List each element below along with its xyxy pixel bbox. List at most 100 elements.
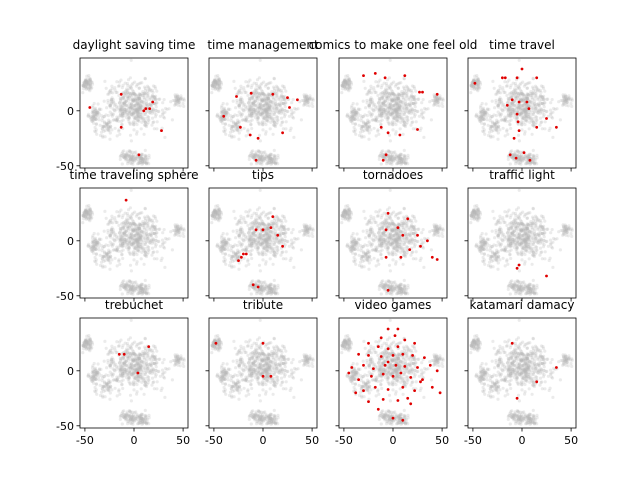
background-point: [370, 118, 374, 122]
background-point: [517, 106, 521, 110]
background-point: [225, 232, 229, 236]
background-point: [428, 100, 432, 104]
background-point: [137, 92, 142, 96]
background-point: [291, 98, 295, 102]
background-point: [142, 101, 146, 105]
background-point: [275, 92, 279, 96]
background-point: [280, 109, 284, 113]
background-point: [173, 93, 177, 97]
background-point: [380, 150, 384, 154]
background-point: [127, 245, 131, 249]
background-point: [288, 128, 292, 133]
background-point: [129, 216, 133, 220]
background-point: [133, 108, 137, 112]
background-point: [311, 104, 315, 108]
background-point: [87, 83, 91, 87]
background-point: [272, 89, 276, 93]
background-point: [169, 230, 173, 234]
background-point: [268, 161, 272, 165]
background-point: [402, 85, 406, 89]
background-point: [388, 58, 392, 62]
background-point: [510, 155, 514, 159]
background-point: [143, 278, 147, 282]
background-point: [92, 110, 96, 114]
background-point: [421, 116, 426, 120]
background-point: [142, 249, 146, 253]
background-point: [387, 121, 391, 125]
background-point: [105, 106, 109, 110]
background-point: [257, 121, 261, 125]
background-point: [521, 116, 526, 120]
background-point: [411, 101, 415, 106]
data-point: [248, 133, 252, 137]
background-point: [384, 103, 388, 107]
background-point: [144, 285, 148, 289]
background-point: [130, 107, 134, 112]
background-point: [341, 80, 345, 84]
background-point: [298, 230, 302, 234]
data-point: [381, 158, 385, 162]
background-point: [504, 84, 509, 88]
data-point: [514, 156, 518, 160]
background-point: [176, 94, 180, 98]
background-point: [137, 249, 141, 253]
background-point: [265, 112, 269, 116]
background-point: [273, 99, 278, 103]
data-point: [296, 98, 299, 102]
background-point: [493, 106, 497, 110]
background-point: [102, 229, 106, 233]
data-point: [271, 92, 275, 96]
background-point: [154, 98, 158, 102]
background-point: [144, 153, 148, 158]
background-point: [391, 128, 395, 132]
background-point: [121, 280, 125, 284]
background-point: [120, 110, 124, 114]
background-point: [135, 82, 139, 87]
background-point: [125, 217, 129, 221]
background-point: [130, 102, 134, 106]
background-point: [106, 101, 110, 105]
background-point: [273, 155, 277, 159]
background-point: [490, 114, 494, 119]
background-point: [491, 135, 495, 139]
background-point: [548, 108, 553, 112]
background-point: [113, 126, 117, 130]
background-point: [271, 119, 275, 123]
background-point: [121, 256, 125, 261]
background-point: [144, 229, 149, 233]
data-point: [151, 100, 155, 104]
background-point: [143, 215, 147, 219]
background-point: [143, 120, 147, 124]
background-points: [210, 188, 315, 296]
background-point: [102, 255, 107, 259]
background-point: [426, 107, 430, 111]
data-point: [522, 151, 526, 155]
background-point: [120, 114, 124, 118]
background-points: [81, 188, 186, 296]
background-point: [525, 86, 530, 90]
background-point: [307, 104, 311, 108]
background-point: [96, 102, 100, 106]
background-point: [523, 130, 527, 134]
background-point: [145, 214, 150, 218]
y-tick-label: 0: [67, 235, 74, 248]
background-point: [182, 104, 186, 108]
background-point: [496, 137, 500, 141]
background-point: [99, 260, 104, 264]
background-point: [131, 290, 135, 294]
background-point: [124, 155, 128, 159]
background-point: [401, 132, 405, 136]
background-point: [390, 160, 394, 164]
background-point: [136, 112, 140, 116]
background-point: [393, 84, 398, 88]
background-point: [163, 135, 167, 139]
background-point: [144, 124, 148, 128]
background-point: [118, 113, 122, 117]
background-point: [259, 88, 264, 92]
background-point: [136, 101, 140, 105]
background-point: [231, 244, 235, 249]
background-point: [490, 99, 494, 103]
background-point: [496, 105, 501, 109]
background-point: [259, 102, 263, 106]
